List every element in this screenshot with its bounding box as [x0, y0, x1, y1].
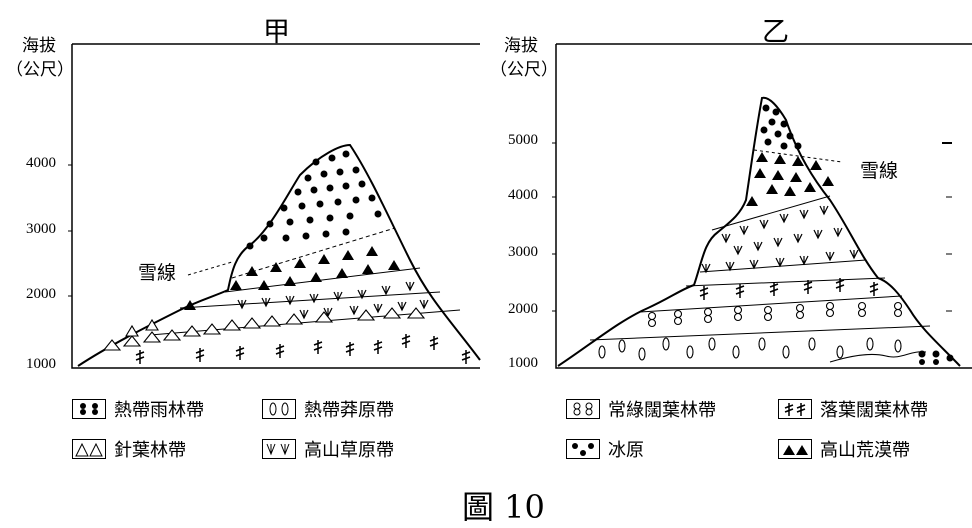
legend-left-row1: 熱帶雨林帶 熱帶莽原帶: [72, 396, 394, 422]
legend-label: 針葉林帶: [114, 440, 186, 461]
tropical-rainforest-icon: [72, 399, 106, 419]
tick-4000: 4000: [508, 187, 538, 203]
tick-1000: 1000: [26, 356, 56, 372]
panel-yi-title: 乙: [762, 17, 789, 48]
legend-label: 落葉闊葉林帶: [820, 400, 928, 421]
figure-caption: 圖 10: [462, 488, 545, 526]
panel-jia-title: 甲: [263, 17, 290, 48]
mountain-diagram-jia: [68, 43, 481, 369]
legend-item-deciduous-broadleaf: 落葉闊葉林帶: [778, 396, 928, 422]
tick-4000: 4000: [26, 155, 56, 171]
snowline-label-jia: 雪線: [138, 262, 177, 284]
alpine-desert-icon: [778, 439, 812, 459]
tick-3000: 3000: [508, 244, 538, 260]
legend-item-tropical-savanna: 熱帶莽原帶: [262, 396, 394, 422]
panel-yi-y-label: 海拔 （公尺）: [490, 34, 558, 82]
tick-1000: 1000: [508, 355, 538, 371]
legend-label: 熱帶雨林帶: [114, 400, 204, 421]
panel-jia-y-label: 海拔 （公尺）: [6, 34, 74, 82]
mountain-diagram-yi: [552, 43, 972, 369]
legend-left-row2: 針葉林帶 高山草原帶: [72, 436, 394, 462]
legend-right-row2: 冰原 高山荒漠帶: [566, 436, 910, 462]
legend-label: 冰原: [608, 440, 644, 461]
legend-label: 常綠闊葉林帶: [608, 400, 716, 421]
legend-label: 熱帶莽原帶: [304, 400, 394, 421]
deciduous-broadleaf-icon: [778, 399, 812, 419]
tick-2000: 2000: [508, 301, 538, 317]
legend-right-row1: 常綠闊葉林帶 落葉闊葉林帶: [566, 396, 928, 422]
evergreen-broadleaf-icon: [566, 399, 600, 419]
legend-item-ice-field: 冰原: [566, 436, 778, 462]
legend-label: 高山草原帶: [304, 440, 394, 461]
legend-item-evergreen-broadleaf: 常綠闊葉林帶: [566, 396, 778, 422]
alpine-meadow-icon: [262, 439, 296, 459]
coniferous-forest-icon: [72, 439, 106, 459]
legend-label: 高山荒漠帶: [820, 440, 910, 461]
y-label-line1: 海拔: [504, 36, 538, 56]
legend-item-tropical-rainforest: 熱帶雨林帶: [72, 396, 262, 422]
y-label-line2: （公尺）: [490, 60, 558, 80]
legend-item-alpine-meadow: 高山草原帶: [262, 436, 394, 462]
tropical-savanna-icon: [262, 399, 296, 419]
legend-item-coniferous: 針葉林帶: [72, 436, 262, 462]
legend-item-alpine-desert: 高山荒漠帶: [778, 436, 910, 462]
tick-3000: 3000: [26, 221, 56, 237]
tick-2000: 2000: [26, 286, 56, 302]
snowline-label-yi: 雪線: [860, 160, 899, 182]
ice-field-icon: [566, 439, 600, 459]
y-label-line2: （公尺）: [6, 60, 74, 80]
y-label-line1: 海拔: [22, 36, 56, 56]
tick-5000: 5000: [508, 132, 538, 148]
